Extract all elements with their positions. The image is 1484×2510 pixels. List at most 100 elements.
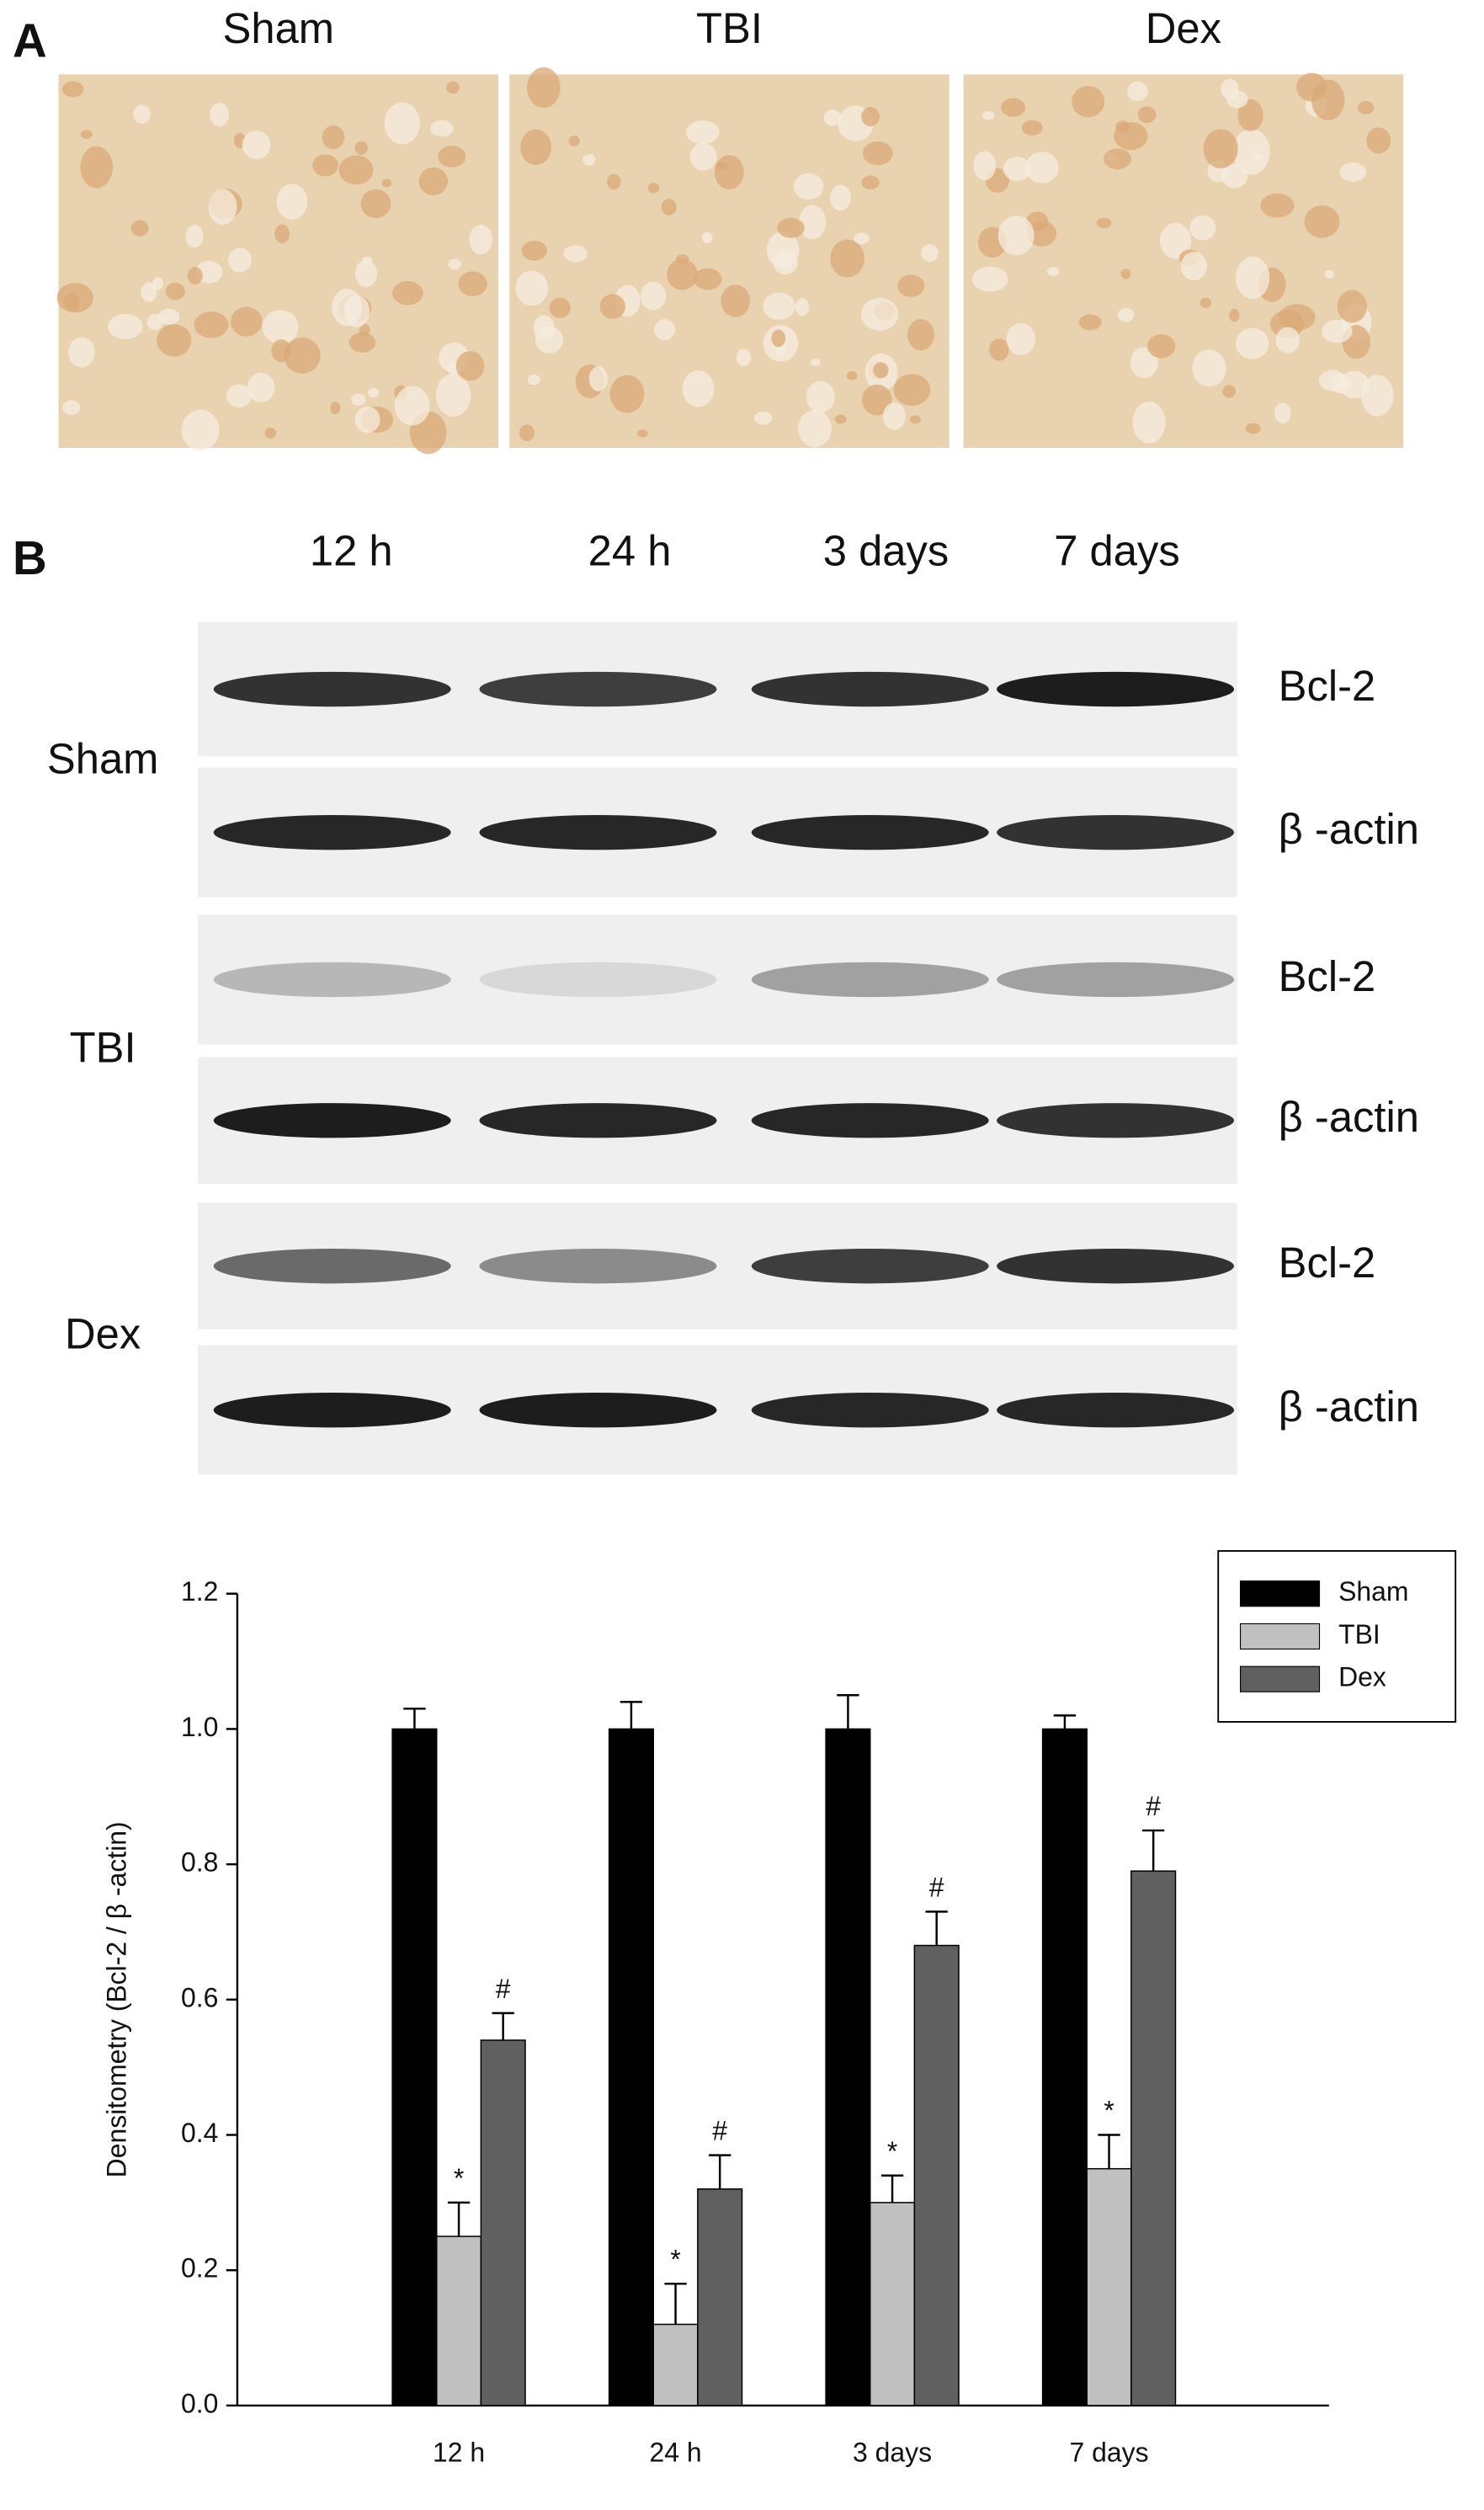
cell	[1232, 129, 1270, 175]
cell	[667, 258, 698, 290]
cell	[653, 319, 676, 341]
cell	[830, 239, 864, 278]
blot-band	[479, 1393, 717, 1428]
cell	[1199, 297, 1212, 308]
cell	[1046, 267, 1060, 276]
blot-band	[213, 1248, 451, 1284]
cell	[1251, 153, 1262, 161]
cell	[721, 285, 751, 317]
cell	[181, 409, 220, 451]
cell	[1078, 314, 1102, 331]
cell	[771, 329, 786, 348]
cell	[714, 155, 744, 190]
cell	[1001, 98, 1025, 117]
error-bar	[403, 1708, 426, 1729]
cell	[1339, 163, 1367, 182]
image-title: TBI	[696, 4, 763, 52]
cell	[338, 155, 374, 185]
x-tick-label: 12 h	[433, 2438, 485, 2468]
cell	[609, 375, 645, 413]
cell	[165, 282, 185, 301]
bar	[1086, 2167, 1132, 2406]
blot-band	[997, 962, 1235, 998]
cell	[861, 107, 880, 127]
cell	[971, 266, 1008, 292]
cell	[834, 414, 847, 424]
error-bar	[925, 1910, 948, 1946]
blot-band	[479, 814, 717, 850]
bar	[1041, 1728, 1088, 2406]
cell	[1137, 106, 1157, 124]
bar	[480, 2039, 526, 2406]
cell	[701, 232, 713, 243]
cell	[806, 381, 835, 413]
legend-swatch	[1239, 1623, 1321, 1650]
micrograph	[56, 74, 499, 455]
bar	[825, 1728, 871, 2406]
blot-band	[213, 671, 451, 707]
cell	[527, 67, 561, 109]
cell	[1357, 101, 1375, 115]
cell	[811, 358, 821, 366]
cell	[907, 318, 934, 351]
cell	[1229, 308, 1240, 322]
cell	[861, 384, 892, 416]
cell	[1338, 370, 1370, 399]
bar	[652, 2323, 699, 2406]
cell	[1147, 333, 1176, 359]
timepoint-label: 7 days	[1054, 526, 1179, 574]
blot-band	[751, 671, 989, 707]
cell	[846, 370, 858, 381]
cell	[348, 332, 376, 353]
cell	[185, 225, 204, 248]
micrograph	[509, 67, 949, 448]
panel-label: B	[13, 531, 47, 584]
bar	[697, 2188, 743, 2406]
cell	[1279, 304, 1316, 331]
cell	[276, 184, 308, 220]
micrograph	[963, 72, 1404, 448]
cell	[455, 351, 485, 381]
cell	[777, 217, 805, 238]
cell	[210, 103, 230, 127]
cell	[368, 387, 380, 398]
cell	[284, 337, 321, 374]
cell	[515, 270, 549, 306]
bar	[608, 1728, 654, 2406]
cell	[861, 175, 880, 190]
blot-band	[479, 671, 717, 707]
cell	[247, 372, 275, 402]
significance-mark: *	[1104, 2096, 1114, 2126]
cell	[230, 306, 263, 337]
y-axis-label: Densitometry (Bcl-2 / β -actin)	[101, 1821, 131, 2177]
cell	[997, 215, 1035, 256]
cell	[438, 145, 466, 168]
y-tick-label: 0.0	[181, 2388, 218, 2418]
cell	[981, 111, 995, 120]
cell	[599, 294, 626, 319]
cell	[661, 199, 677, 216]
cell	[1366, 127, 1391, 154]
cell	[61, 81, 84, 98]
cell	[1104, 148, 1131, 170]
cell	[582, 153, 596, 166]
significance-mark: *	[670, 2244, 680, 2274]
blot-band	[213, 814, 451, 850]
error-bar	[447, 2201, 471, 2237]
cell	[227, 248, 253, 273]
cell	[394, 386, 430, 426]
cell	[1159, 222, 1192, 259]
cell	[242, 131, 271, 160]
cell	[1180, 252, 1208, 281]
timepoint-label: 12 h	[310, 526, 393, 574]
cell	[194, 312, 229, 338]
cell	[187, 267, 203, 285]
cell	[133, 104, 151, 124]
cell	[689, 142, 717, 171]
cell	[1296, 72, 1327, 102]
cell	[682, 370, 715, 408]
cell	[736, 349, 752, 366]
legend-label: TBI	[1338, 1619, 1380, 1649]
cell	[1189, 215, 1216, 241]
cell	[80, 146, 114, 189]
